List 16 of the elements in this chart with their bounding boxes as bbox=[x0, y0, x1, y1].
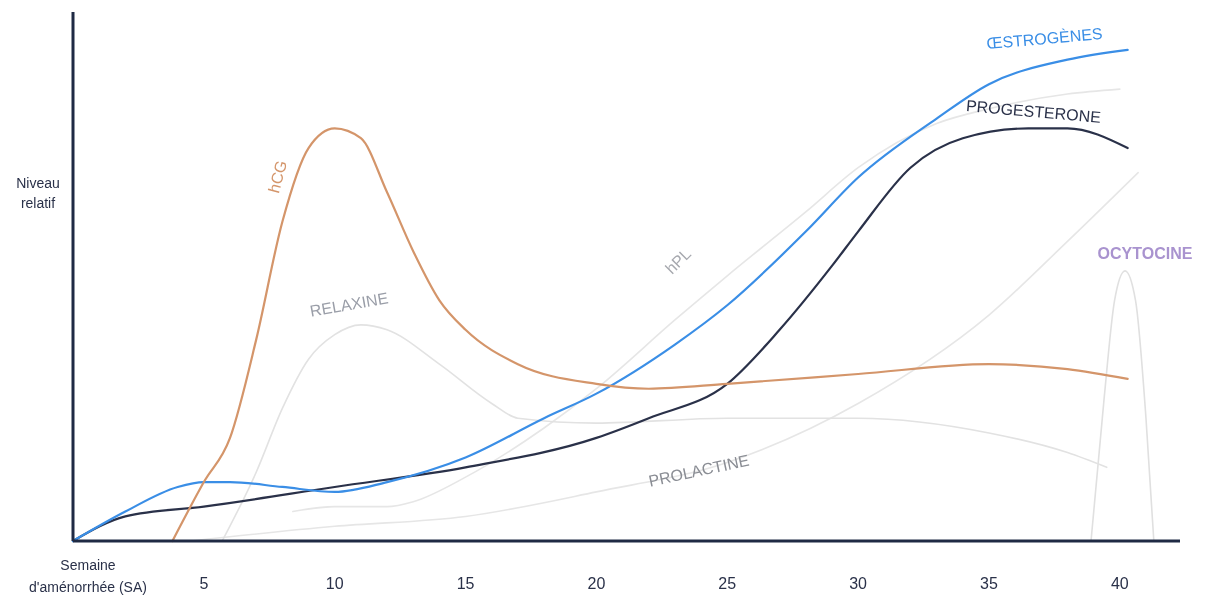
series-label: ŒSTROGÈNES bbox=[985, 23, 1104, 53]
x-tick-label: 30 bbox=[849, 575, 868, 592]
x-tick-label: 25 bbox=[718, 575, 737, 592]
y-axis-title: Niveau relatif bbox=[16, 175, 60, 211]
x-tick-label: 35 bbox=[980, 575, 998, 592]
text: hPL bbox=[662, 244, 695, 278]
text: RELAXINE bbox=[308, 289, 390, 320]
series-label: PROGESTERONE bbox=[965, 97, 1102, 126]
x-tick-label: 15 bbox=[456, 575, 475, 592]
series-label: OCYTOCINE bbox=[1097, 245, 1193, 262]
text: hCG bbox=[265, 158, 291, 195]
x-tick-label: 20 bbox=[587, 575, 606, 592]
x-tick-label: 5 bbox=[199, 575, 209, 592]
x-tick-label: 10 bbox=[325, 575, 344, 592]
x-tick-label: 40 bbox=[1110, 575, 1129, 592]
x-axis-title: Semaine d'aménorrhée (SA) bbox=[29, 557, 147, 595]
